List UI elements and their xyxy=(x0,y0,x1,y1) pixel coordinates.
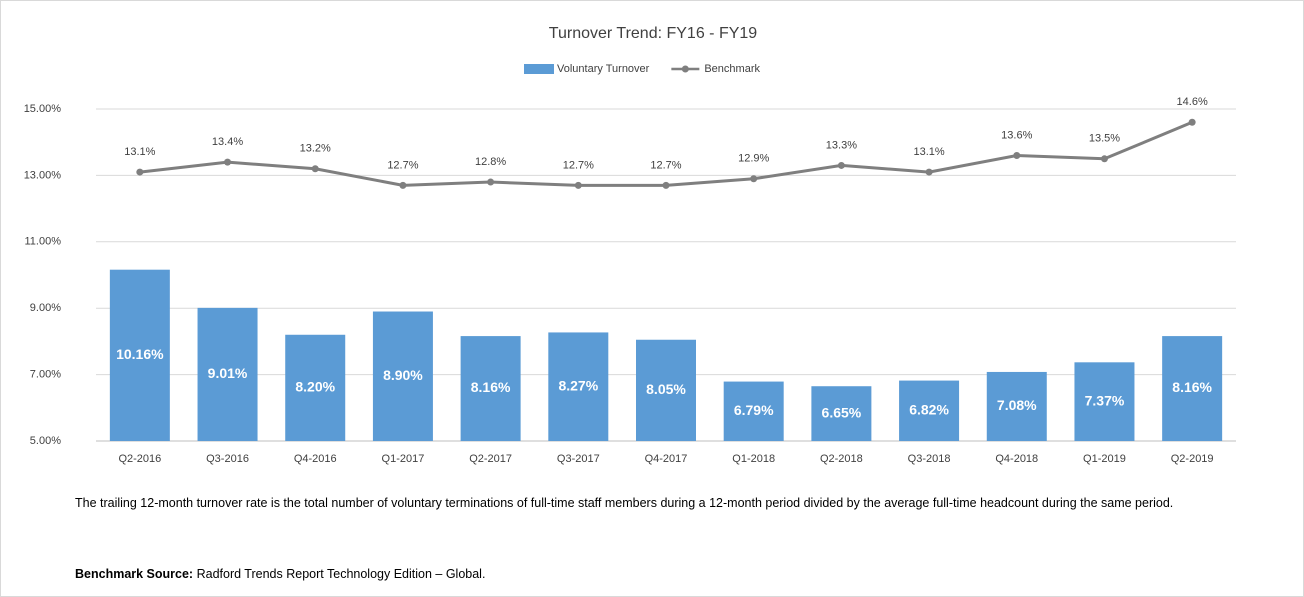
y-tick-label: 5.00% xyxy=(30,435,61,447)
line-value-label: 13.4% xyxy=(212,136,243,148)
bar xyxy=(986,371,1047,441)
y-tick-label: 9.00% xyxy=(30,302,61,314)
x-tick-label: Q2-2017 xyxy=(469,453,512,465)
bar-value-label: 10.16% xyxy=(116,346,164,362)
bar-value-label: 7.37% xyxy=(1085,392,1125,408)
bar-value-label: 8.16% xyxy=(1172,379,1212,395)
line-marker xyxy=(399,181,407,189)
x-tick-label: Q4-2018 xyxy=(995,453,1038,465)
bar xyxy=(372,311,433,441)
line-marker xyxy=(224,158,232,166)
x-tick-label: Q1-2018 xyxy=(732,453,775,465)
line-marker xyxy=(925,168,933,176)
bar xyxy=(811,386,872,441)
line-marker xyxy=(750,175,758,183)
line-value-label: 12.9% xyxy=(738,153,769,165)
source-note: Benchmark Source: Radford Trends Report … xyxy=(75,566,1235,583)
chart-title: Turnover Trend: FY16 - FY19 xyxy=(549,25,757,42)
line-marker xyxy=(1013,151,1021,159)
bar-value-label: 8.27% xyxy=(558,377,598,393)
x-tick-label: Q3-2017 xyxy=(557,453,600,465)
y-tick-label: 13.00% xyxy=(24,169,62,181)
bar xyxy=(899,380,960,441)
source: Radford Trends Report Technology Edition… xyxy=(196,567,486,581)
x-tick-label: Q2-2019 xyxy=(1171,453,1214,465)
legend-swatch xyxy=(524,64,554,74)
x-tick-label: Q2-2018 xyxy=(820,453,863,465)
y-tick-label: 7.00% xyxy=(30,369,61,381)
bar-value-label: 6.82% xyxy=(909,401,949,417)
line-marker xyxy=(1188,118,1196,126)
line-marker xyxy=(311,165,319,173)
line-value-label: 13.2% xyxy=(300,143,331,155)
bar xyxy=(460,336,521,441)
x-tick-label: Q4-2017 xyxy=(645,453,688,465)
x-tick-label: Q3-2016 xyxy=(206,453,249,465)
line-value-label: 13.5% xyxy=(1089,133,1120,145)
line-value-label: 12.7% xyxy=(387,159,418,171)
legend-label: Voluntary Turnover xyxy=(557,63,650,75)
line-value-label: 13.1% xyxy=(913,146,944,158)
bar xyxy=(197,307,258,441)
bar xyxy=(109,269,170,441)
x-tick-label: Q1-2019 xyxy=(1083,453,1126,465)
bar xyxy=(548,332,609,441)
x-tick-label: Q1-2017 xyxy=(382,453,425,465)
bar-value-label: 9.01% xyxy=(208,365,248,381)
line-marker xyxy=(574,181,582,189)
x-tick-label: Q4-2016 xyxy=(294,453,337,465)
line-marker xyxy=(662,181,670,189)
line-value-label: 12.7% xyxy=(563,159,594,171)
bar-value-label: 8.90% xyxy=(383,367,423,383)
x-tick-label: Q2-2016 xyxy=(118,453,161,465)
x-tick-label: Q3-2018 xyxy=(908,453,951,465)
line-marker xyxy=(136,168,144,176)
bar xyxy=(636,339,696,441)
bar xyxy=(1074,362,1135,441)
line-marker xyxy=(487,178,495,186)
line-marker xyxy=(837,161,845,169)
source-label: Benchmark Source: xyxy=(75,567,194,581)
bar-value-label: 8.20% xyxy=(295,379,335,395)
bar xyxy=(1162,336,1223,441)
line-value-label: 13.1% xyxy=(124,146,155,158)
line-marker xyxy=(1100,155,1108,163)
legend-label: Benchmark xyxy=(704,63,760,75)
line-value-label: 13.3% xyxy=(826,139,857,151)
bar-value-label: 6.65% xyxy=(822,404,862,420)
bar xyxy=(723,381,784,441)
bar-value-label: 8.05% xyxy=(646,381,686,397)
legend-marker xyxy=(681,65,689,73)
bar-value-label: 6.79% xyxy=(734,402,774,418)
line-value-label: 12.8% xyxy=(475,156,506,168)
chart: Turnover Trend: FY16 - FY19 5.00% 7.00% 9.… xyxy=(24,25,1236,465)
description: The trailing 12-month turnover rate is t… xyxy=(75,496,1174,510)
bar-value-label: 8.16% xyxy=(471,379,511,395)
line-value-label: 12.7% xyxy=(650,159,681,171)
line-value-label: 14.6% xyxy=(1177,96,1208,108)
bar xyxy=(285,334,346,441)
line-value-label: 13.6% xyxy=(1001,129,1032,141)
y-tick-label: 15.00% xyxy=(24,103,62,115)
y-tick-label: 11.00% xyxy=(25,236,62,248)
bar-value-label: 7.08% xyxy=(997,397,1037,413)
